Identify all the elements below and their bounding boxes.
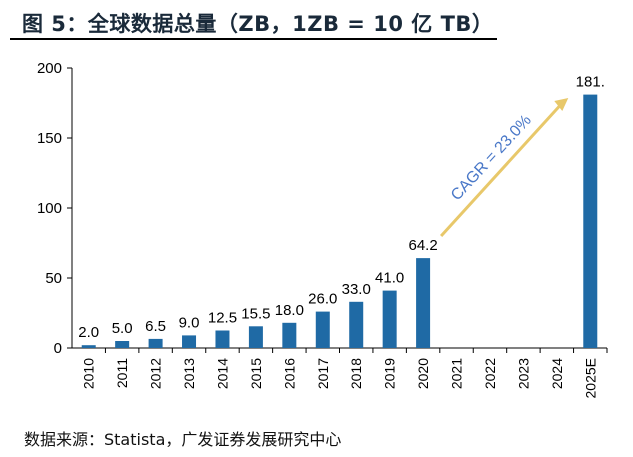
data-label: 18.0 [275, 302, 304, 319]
x-tick-label: 2022 [482, 358, 498, 389]
bar [148, 338, 163, 348]
data-label: 12.5 [208, 310, 237, 327]
y-tick-label: 50 [45, 270, 62, 287]
cagr-arrow [439, 101, 564, 238]
x-tick-label: 2010 [81, 358, 97, 389]
cagr-label: CAGR = 23.0% [448, 112, 535, 204]
bar [115, 341, 130, 348]
x-tick-label: 2021 [449, 358, 465, 389]
x-tick-label: 2013 [181, 358, 197, 389]
y-tick-label: 0 [54, 340, 62, 357]
bar [349, 301, 364, 348]
source-note: 数据来源：Statista，广发证券发展研究中心 [24, 430, 342, 449]
x-tick-label: 2020 [415, 358, 431, 389]
data-label: 181. [576, 74, 605, 91]
bar [583, 94, 598, 348]
data-label: 33.0 [342, 281, 371, 298]
x-tick-label: 2017 [315, 358, 331, 389]
x-tick-label: 2011 [114, 358, 130, 388]
x-tick-label: 2014 [214, 358, 230, 389]
bar [282, 322, 297, 348]
figure-title: 图 5：全球数据总量（ZB，1ZB = 10 亿 TB） [22, 12, 494, 36]
data-label: 2.0 [78, 324, 99, 341]
x-tick-label: 2018 [348, 358, 364, 389]
x-tick-label: 2023 [515, 358, 531, 389]
x-tick-label: 2024 [549, 358, 565, 389]
y-tick-label: 150 [37, 130, 62, 147]
x-tick-label: 2019 [382, 358, 398, 389]
x-tick-label: 2012 [148, 358, 164, 389]
bar [215, 330, 230, 348]
bar [81, 345, 96, 348]
data-label: 5.0 [112, 320, 133, 337]
bar [248, 326, 263, 348]
bar [382, 290, 397, 348]
bar [315, 311, 330, 348]
bar [416, 258, 431, 348]
cagr-arrowhead [554, 98, 569, 111]
data-label: 26.0 [308, 291, 337, 308]
data-label: 15.5 [241, 305, 270, 322]
data-label: 64.2 [408, 237, 437, 254]
x-tick-label: 2025E [582, 358, 598, 398]
x-tick-label: 2015 [248, 358, 264, 389]
title-rule [10, 38, 497, 40]
y-tick-label: 200 [37, 60, 62, 77]
x-tick-label: 2016 [281, 358, 297, 389]
data-label: 6.5 [145, 318, 166, 335]
data-label: 9.0 [179, 314, 200, 331]
bar [182, 335, 197, 348]
data-label: 41.0 [375, 270, 404, 287]
y-tick-label: 100 [37, 200, 62, 217]
